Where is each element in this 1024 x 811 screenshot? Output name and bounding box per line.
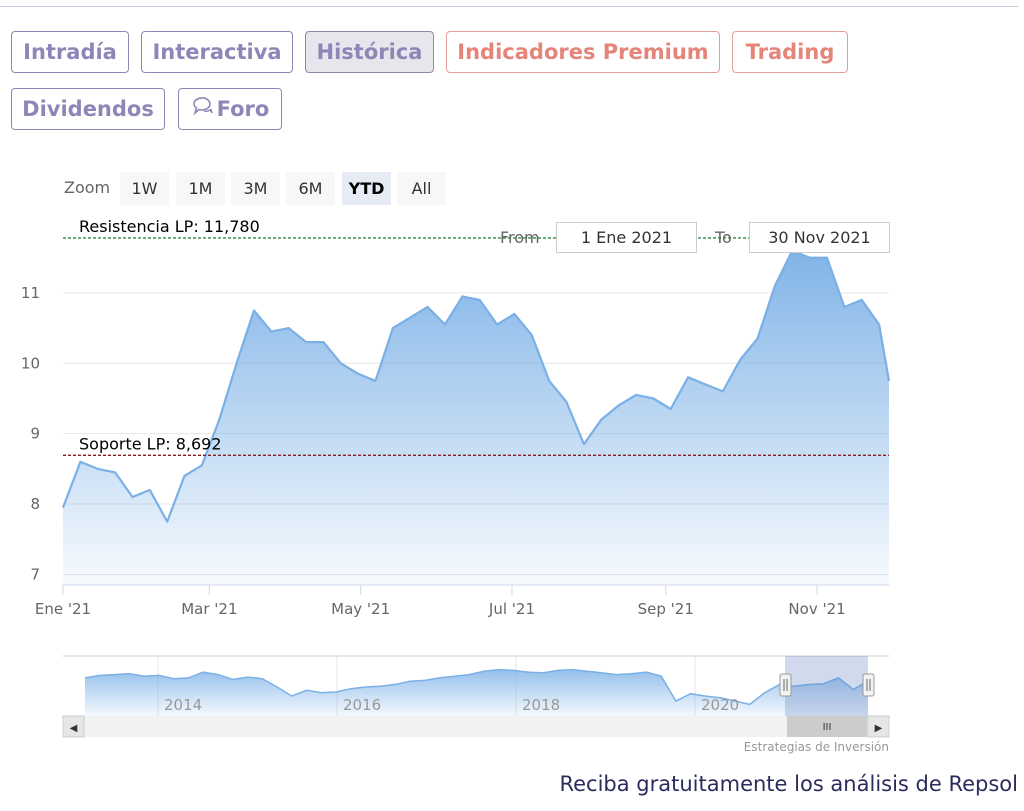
navigator-year-label: 2016 [343, 696, 381, 714]
tab-interactiva[interactable]: Interactiva [141, 31, 293, 73]
x-tick-label: Mar '21 [181, 600, 237, 618]
x-tick-label: May '21 [331, 600, 390, 618]
scroll-left-button[interactable] [62, 715, 85, 738]
y-tick-label: 7 [30, 565, 40, 583]
zoom-label: Zoom [64, 178, 111, 197]
tab-dividendos[interactable]: Dividendos [11, 88, 165, 130]
x-tick-label: Nov '21 [788, 600, 845, 618]
price-area [63, 250, 889, 585]
footer-cta[interactable]: Reciba gratuitamente los análisis de Rep… [559, 772, 1018, 796]
y-tick-label: 11 [21, 284, 40, 302]
navigator-selection[interactable] [785, 656, 868, 716]
navigator-area [85, 669, 868, 716]
navigator-year-label: 2020 [701, 696, 739, 714]
zoom-1w-button[interactable]: 1W [120, 172, 169, 205]
resistance-label: Resistencia LP: 11,780 [79, 217, 260, 236]
y-tick-label: 8 [30, 495, 40, 513]
zoom-3m-button[interactable]: 3M [231, 172, 280, 205]
zoom-ytd-button[interactable]: YTD [342, 172, 391, 205]
tab-historica[interactable]: Histórica [305, 31, 434, 73]
zoom-1m-button[interactable]: 1M [176, 172, 225, 205]
chart-credits[interactable]: Estrategias de Inversión [744, 740, 889, 754]
navigator-year-label: 2014 [164, 696, 202, 714]
y-tick-label: 10 [21, 354, 40, 372]
zoom-6m-button[interactable]: 6M [286, 172, 335, 205]
navigator-right-handle[interactable] [862, 673, 875, 697]
scrollbar-thumb[interactable] [787, 716, 867, 737]
x-tick-label: Sep '21 [638, 600, 694, 618]
y-tick-label: 9 [30, 425, 40, 443]
scroll-right-arrow-icon: ▶ [875, 723, 883, 734]
scrollbar-track[interactable] [63, 716, 889, 737]
range-from-input[interactable]: 1 Ene 2021 [556, 222, 697, 253]
navigator-line [84, 668, 869, 706]
navigator-left-handle[interactable] [779, 673, 792, 697]
scroll-right-button[interactable] [867, 715, 890, 738]
x-tick-label: Jul '21 [488, 600, 535, 618]
support-label: Soporte LP: 8,692 [79, 434, 222, 453]
scroll-left-arrow-icon: ◀ [70, 723, 78, 734]
top-divider [0, 6, 1018, 7]
tab-trading[interactable]: Trading [732, 31, 848, 73]
price-line [61, 249, 891, 523]
range-to-input[interactable]: 30 Nov 2021 [749, 222, 890, 253]
tab-foro-label: Foro [216, 97, 270, 121]
tab-intradia[interactable]: Intradía [11, 31, 129, 73]
x-tick-label: Ene '21 [35, 600, 91, 618]
zoom-all-button[interactable]: All [397, 172, 446, 205]
navigator-year-label: 2018 [522, 696, 560, 714]
chat-bubble-icon [191, 90, 213, 130]
range-to-label: To [715, 228, 732, 247]
scrollbar-grip-icon: III [823, 722, 832, 733]
tab-foro[interactable]: Foro [178, 88, 282, 130]
tab-indicadores-premium[interactable]: Indicadores Premium [446, 31, 720, 73]
range-from-label: From [500, 228, 540, 247]
